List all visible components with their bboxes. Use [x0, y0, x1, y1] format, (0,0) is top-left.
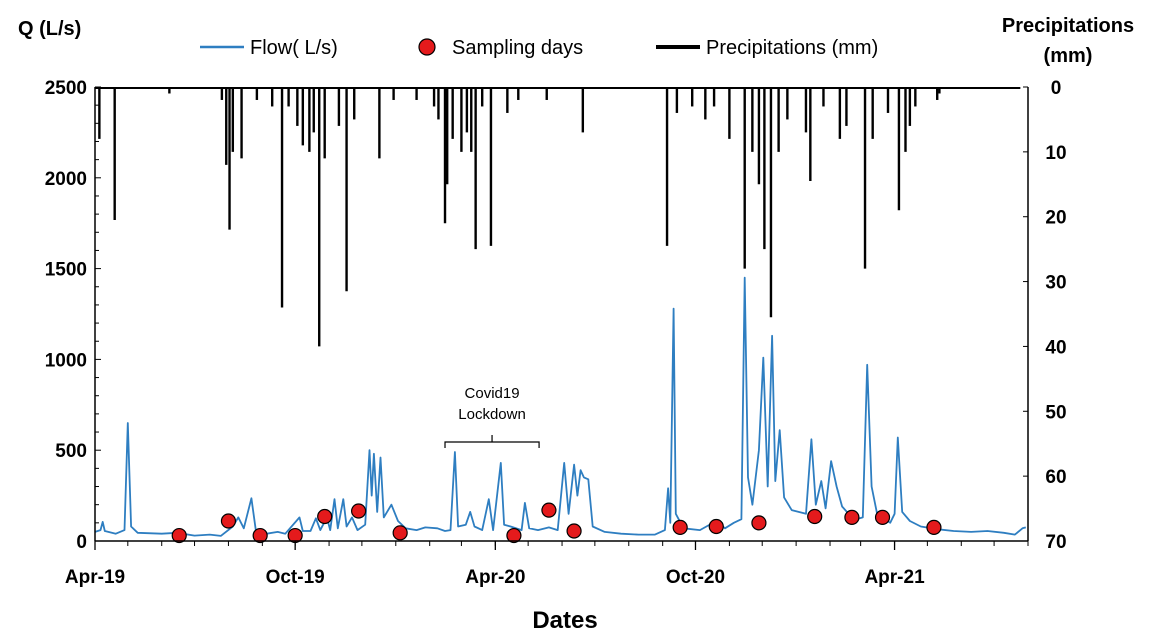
- x-tick-label: Oct-19: [266, 567, 325, 588]
- sampling-day-marker: [317, 508, 333, 525]
- legend-sampling-label: Sampling days: [452, 37, 583, 59]
- left-y-axis-title: Q (L/s): [18, 18, 81, 40]
- x-tick-label: Oct-20: [666, 567, 725, 588]
- legend-sampling-swatch: [418, 38, 436, 56]
- sampling-day-marker: [844, 509, 860, 525]
- right-y-tick-label: 40: [1045, 337, 1066, 358]
- x-tick-label: Apr-19: [65, 567, 125, 588]
- left-y-tick-label: 1000: [45, 350, 87, 371]
- right-y-tick-label: 20: [1045, 208, 1066, 229]
- sampling-day-marker: [541, 502, 557, 518]
- right-y-tick-label: 0: [1051, 78, 1062, 99]
- sampling-day-marker: [926, 519, 942, 535]
- sampling-day-marker: [220, 513, 237, 529]
- right-y-tick-label: 70: [1045, 532, 1066, 553]
- sampling-day-marker: [351, 503, 367, 519]
- right-y-axis-title: Precipitations: [1002, 15, 1134, 37]
- left-y-tick-label: 2500: [45, 78, 87, 99]
- annotations: Covid19 Lockdown: [444, 385, 540, 448]
- axis-titles: Q (L/s) Precipitations (mm) Dates: [18, 15, 1134, 634]
- sampling-day-marker: [708, 518, 724, 535]
- right-y-tick-label: 10: [1045, 143, 1066, 164]
- annotation-text: Lockdown: [458, 406, 526, 423]
- left-y-tick-label: 0: [76, 532, 87, 553]
- legend-flow-label: Flow( L/s): [250, 37, 338, 59]
- sampling-day-marker: [506, 527, 522, 544]
- sampling-day-marker: [252, 527, 268, 544]
- sampling-day-marker: [566, 523, 582, 539]
- flow-line: [94, 276, 1027, 537]
- x-tick-label: Apr-21: [864, 567, 925, 588]
- x-axis-title: Dates: [532, 607, 597, 634]
- axes: 0 500 1000 1500 2000 2500 0 10 20 30 40 50 60 70 Apr-1…: [45, 78, 1067, 588]
- sampling-day-marker: [672, 519, 688, 535]
- right-y-tick-label: 30: [1045, 273, 1066, 294]
- left-y-tick-label: 1500: [45, 260, 87, 281]
- x-tick-label: Apr-20: [465, 567, 525, 588]
- right-y-tick-label: 60: [1045, 467, 1066, 488]
- sampling-day-marker: [807, 508, 823, 525]
- sampling-day-marker: [874, 509, 891, 525]
- lockdown-bracket: [444, 435, 540, 448]
- legend: Flow( L/s) Sampling days Precipitations (m…: [200, 37, 878, 59]
- sampling-day-marker: [171, 527, 187, 544]
- left-y-tick-label: 500: [55, 441, 87, 462]
- sampling-day-marker: [751, 515, 767, 531]
- right-y-axis-title: (mm): [1044, 45, 1093, 67]
- sampling-day-marker: [392, 525, 408, 541]
- right-y-tick-label: 50: [1045, 402, 1066, 423]
- annotation-text: Covid19: [465, 385, 520, 402]
- left-y-tick-label: 2000: [45, 169, 87, 190]
- plot-area: [94, 87, 1027, 544]
- legend-precip-label: Precipitations (mm): [706, 37, 878, 59]
